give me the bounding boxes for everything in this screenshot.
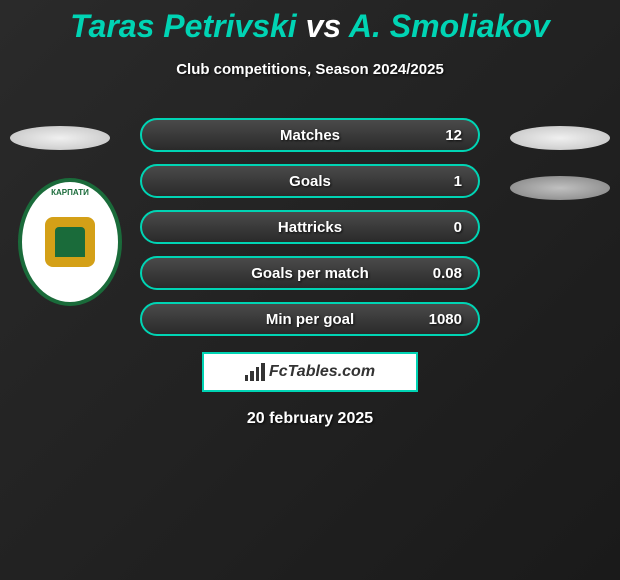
vs-text: vs bbox=[306, 8, 342, 44]
footer-brand-text: FcTables.com bbox=[269, 363, 375, 381]
decorative-oval-right-2 bbox=[510, 176, 610, 200]
player1-name: Taras Petrivski bbox=[70, 8, 297, 44]
stat-label: Hattricks bbox=[278, 219, 342, 236]
club-logo: КАРПАТИ bbox=[18, 178, 122, 306]
stat-label: Goals bbox=[289, 173, 331, 190]
stat-value: 0 bbox=[454, 219, 462, 236]
stat-row-goals-per-match: Goals per match 0.08 bbox=[140, 256, 480, 290]
stat-value: 1 bbox=[454, 173, 462, 190]
footer-brand-box: FcTables.com bbox=[202, 352, 418, 392]
decorative-oval-left bbox=[10, 126, 110, 150]
comparison-title: Taras Petrivski vs A. Smoliakov bbox=[0, 0, 620, 45]
stat-row-hattricks: Hattricks 0 bbox=[140, 210, 480, 244]
stat-label: Min per goal bbox=[266, 311, 354, 328]
decorative-oval-right-1 bbox=[510, 126, 610, 150]
stat-row-min-per-goal: Min per goal 1080 bbox=[140, 302, 480, 336]
stat-label: Goals per match bbox=[251, 265, 369, 282]
date-text: 20 february 2025 bbox=[0, 410, 620, 428]
stat-value: 0.08 bbox=[433, 265, 462, 282]
subtitle-text: Club competitions, Season 2024/2025 bbox=[0, 61, 620, 78]
stat-row-matches: Matches 12 bbox=[140, 118, 480, 152]
stat-label: Matches bbox=[280, 127, 340, 144]
logo-circle: КАРПАТИ bbox=[18, 178, 122, 306]
stat-row-goals: Goals 1 bbox=[140, 164, 480, 198]
player2-name: A. Smoliakov bbox=[349, 8, 550, 44]
chart-icon bbox=[245, 363, 265, 381]
stat-value: 1080 bbox=[429, 311, 462, 328]
logo-lion-icon bbox=[45, 217, 95, 267]
logo-text: КАРПАТИ bbox=[51, 188, 89, 197]
stat-value: 12 bbox=[445, 127, 462, 144]
